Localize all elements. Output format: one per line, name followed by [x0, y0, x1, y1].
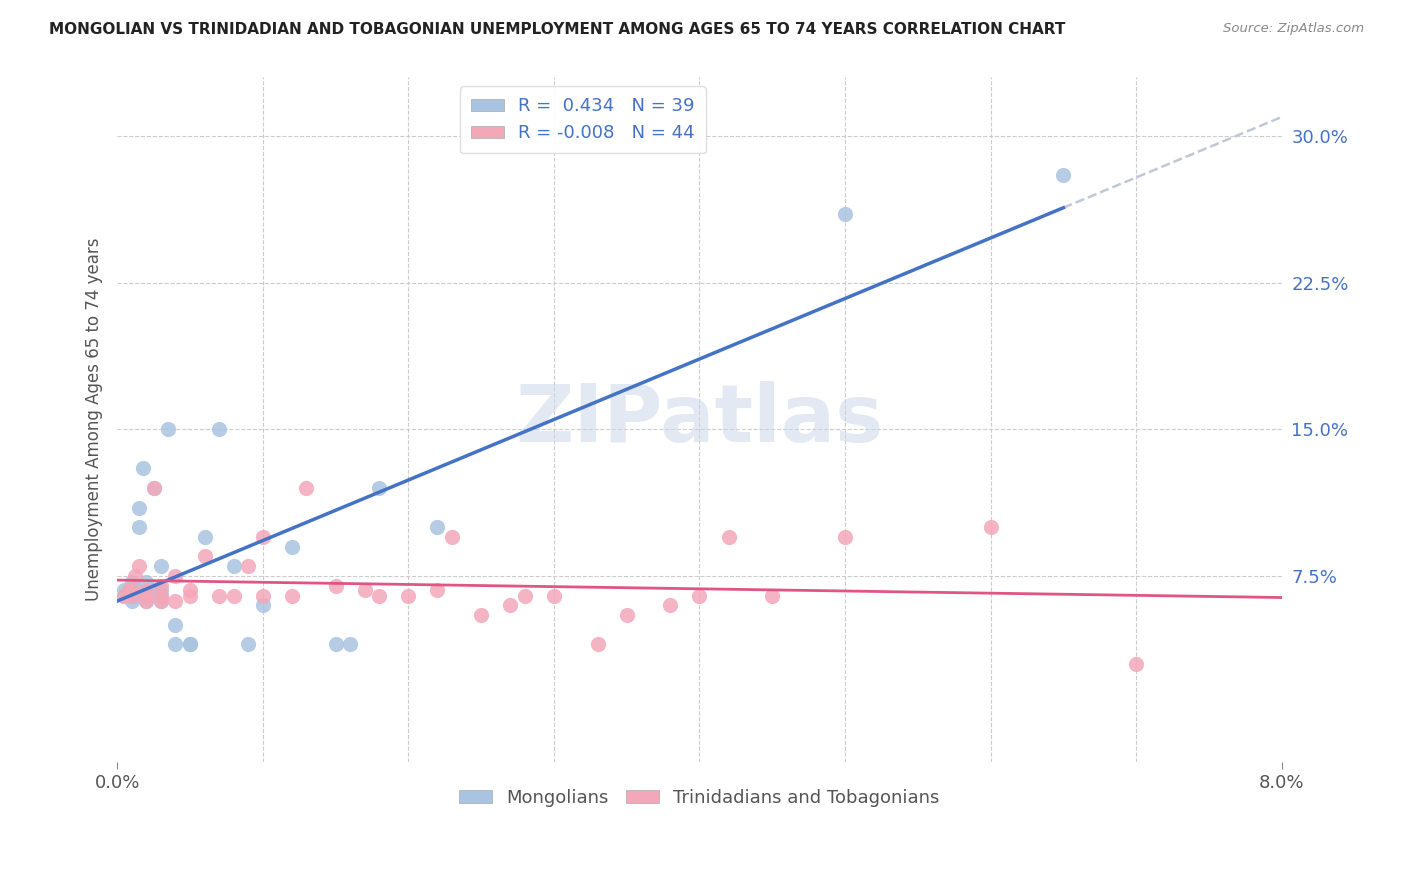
Y-axis label: Unemployment Among Ages 65 to 74 years: Unemployment Among Ages 65 to 74 years	[86, 238, 103, 601]
Point	[121, 582, 143, 597]
Point	[834, 207, 856, 221]
Point	[193, 530, 215, 544]
Point	[980, 520, 1002, 534]
Point	[470, 608, 492, 623]
Point	[142, 481, 165, 495]
Point	[149, 594, 172, 608]
Point	[368, 589, 391, 603]
Point	[659, 599, 682, 613]
Point	[426, 582, 449, 597]
Point	[426, 520, 449, 534]
Point	[295, 481, 318, 495]
Point	[165, 618, 187, 632]
Point	[118, 582, 141, 597]
Point	[396, 589, 419, 603]
Point	[586, 637, 609, 651]
Point	[761, 589, 783, 603]
Point	[834, 530, 856, 544]
Point	[132, 461, 155, 475]
Point	[543, 589, 565, 603]
Point	[149, 594, 172, 608]
Point	[440, 530, 463, 544]
Point	[208, 422, 231, 436]
Point	[353, 582, 375, 597]
Point	[149, 589, 172, 603]
Point	[1052, 168, 1074, 182]
Point	[142, 582, 165, 597]
Point	[121, 594, 143, 608]
Point	[616, 608, 638, 623]
Point	[499, 599, 522, 613]
Text: ZIPatlas: ZIPatlas	[516, 381, 883, 458]
Point	[114, 589, 136, 603]
Point	[135, 582, 157, 597]
Point	[114, 589, 136, 603]
Point	[165, 594, 187, 608]
Point	[124, 569, 146, 583]
Point	[135, 589, 157, 603]
Point	[238, 637, 260, 651]
Point	[165, 637, 187, 651]
Point	[368, 481, 391, 495]
Point	[124, 589, 146, 603]
Point	[222, 589, 245, 603]
Point	[149, 582, 172, 597]
Point	[717, 530, 740, 544]
Text: MONGOLIAN VS TRINIDADIAN AND TOBAGONIAN UNEMPLOYMENT AMONG AGES 65 TO 74 YEARS C: MONGOLIAN VS TRINIDADIAN AND TOBAGONIAN …	[49, 22, 1066, 37]
Point	[128, 559, 150, 574]
Point	[339, 637, 361, 651]
Point	[149, 589, 172, 603]
Point	[121, 582, 143, 597]
Point	[513, 589, 536, 603]
Point	[135, 574, 157, 589]
Point	[135, 594, 157, 608]
Legend: Mongolians, Trinidadians and Tobagonians: Mongolians, Trinidadians and Tobagonians	[451, 782, 948, 814]
Point	[208, 589, 231, 603]
Point	[149, 559, 172, 574]
Point	[121, 574, 143, 589]
Point	[165, 569, 187, 583]
Point	[252, 589, 274, 603]
Point	[179, 637, 201, 651]
Point	[193, 549, 215, 564]
Point	[325, 579, 347, 593]
Point	[149, 579, 172, 593]
Point	[121, 589, 143, 603]
Point	[281, 589, 304, 603]
Point	[179, 582, 201, 597]
Point	[252, 599, 274, 613]
Point	[179, 637, 201, 651]
Point	[252, 530, 274, 544]
Point	[121, 589, 143, 603]
Point	[688, 589, 710, 603]
Point	[325, 637, 347, 651]
Point	[124, 582, 146, 597]
Point	[114, 582, 136, 597]
Point	[135, 594, 157, 608]
Point	[118, 582, 141, 597]
Point	[238, 559, 260, 574]
Point	[135, 582, 157, 597]
Point	[135, 589, 157, 603]
Point	[157, 422, 180, 436]
Point	[179, 589, 201, 603]
Point	[281, 540, 304, 554]
Point	[128, 520, 150, 534]
Point	[142, 481, 165, 495]
Point	[128, 500, 150, 515]
Text: Source: ZipAtlas.com: Source: ZipAtlas.com	[1223, 22, 1364, 36]
Point	[222, 559, 245, 574]
Point	[1125, 657, 1147, 671]
